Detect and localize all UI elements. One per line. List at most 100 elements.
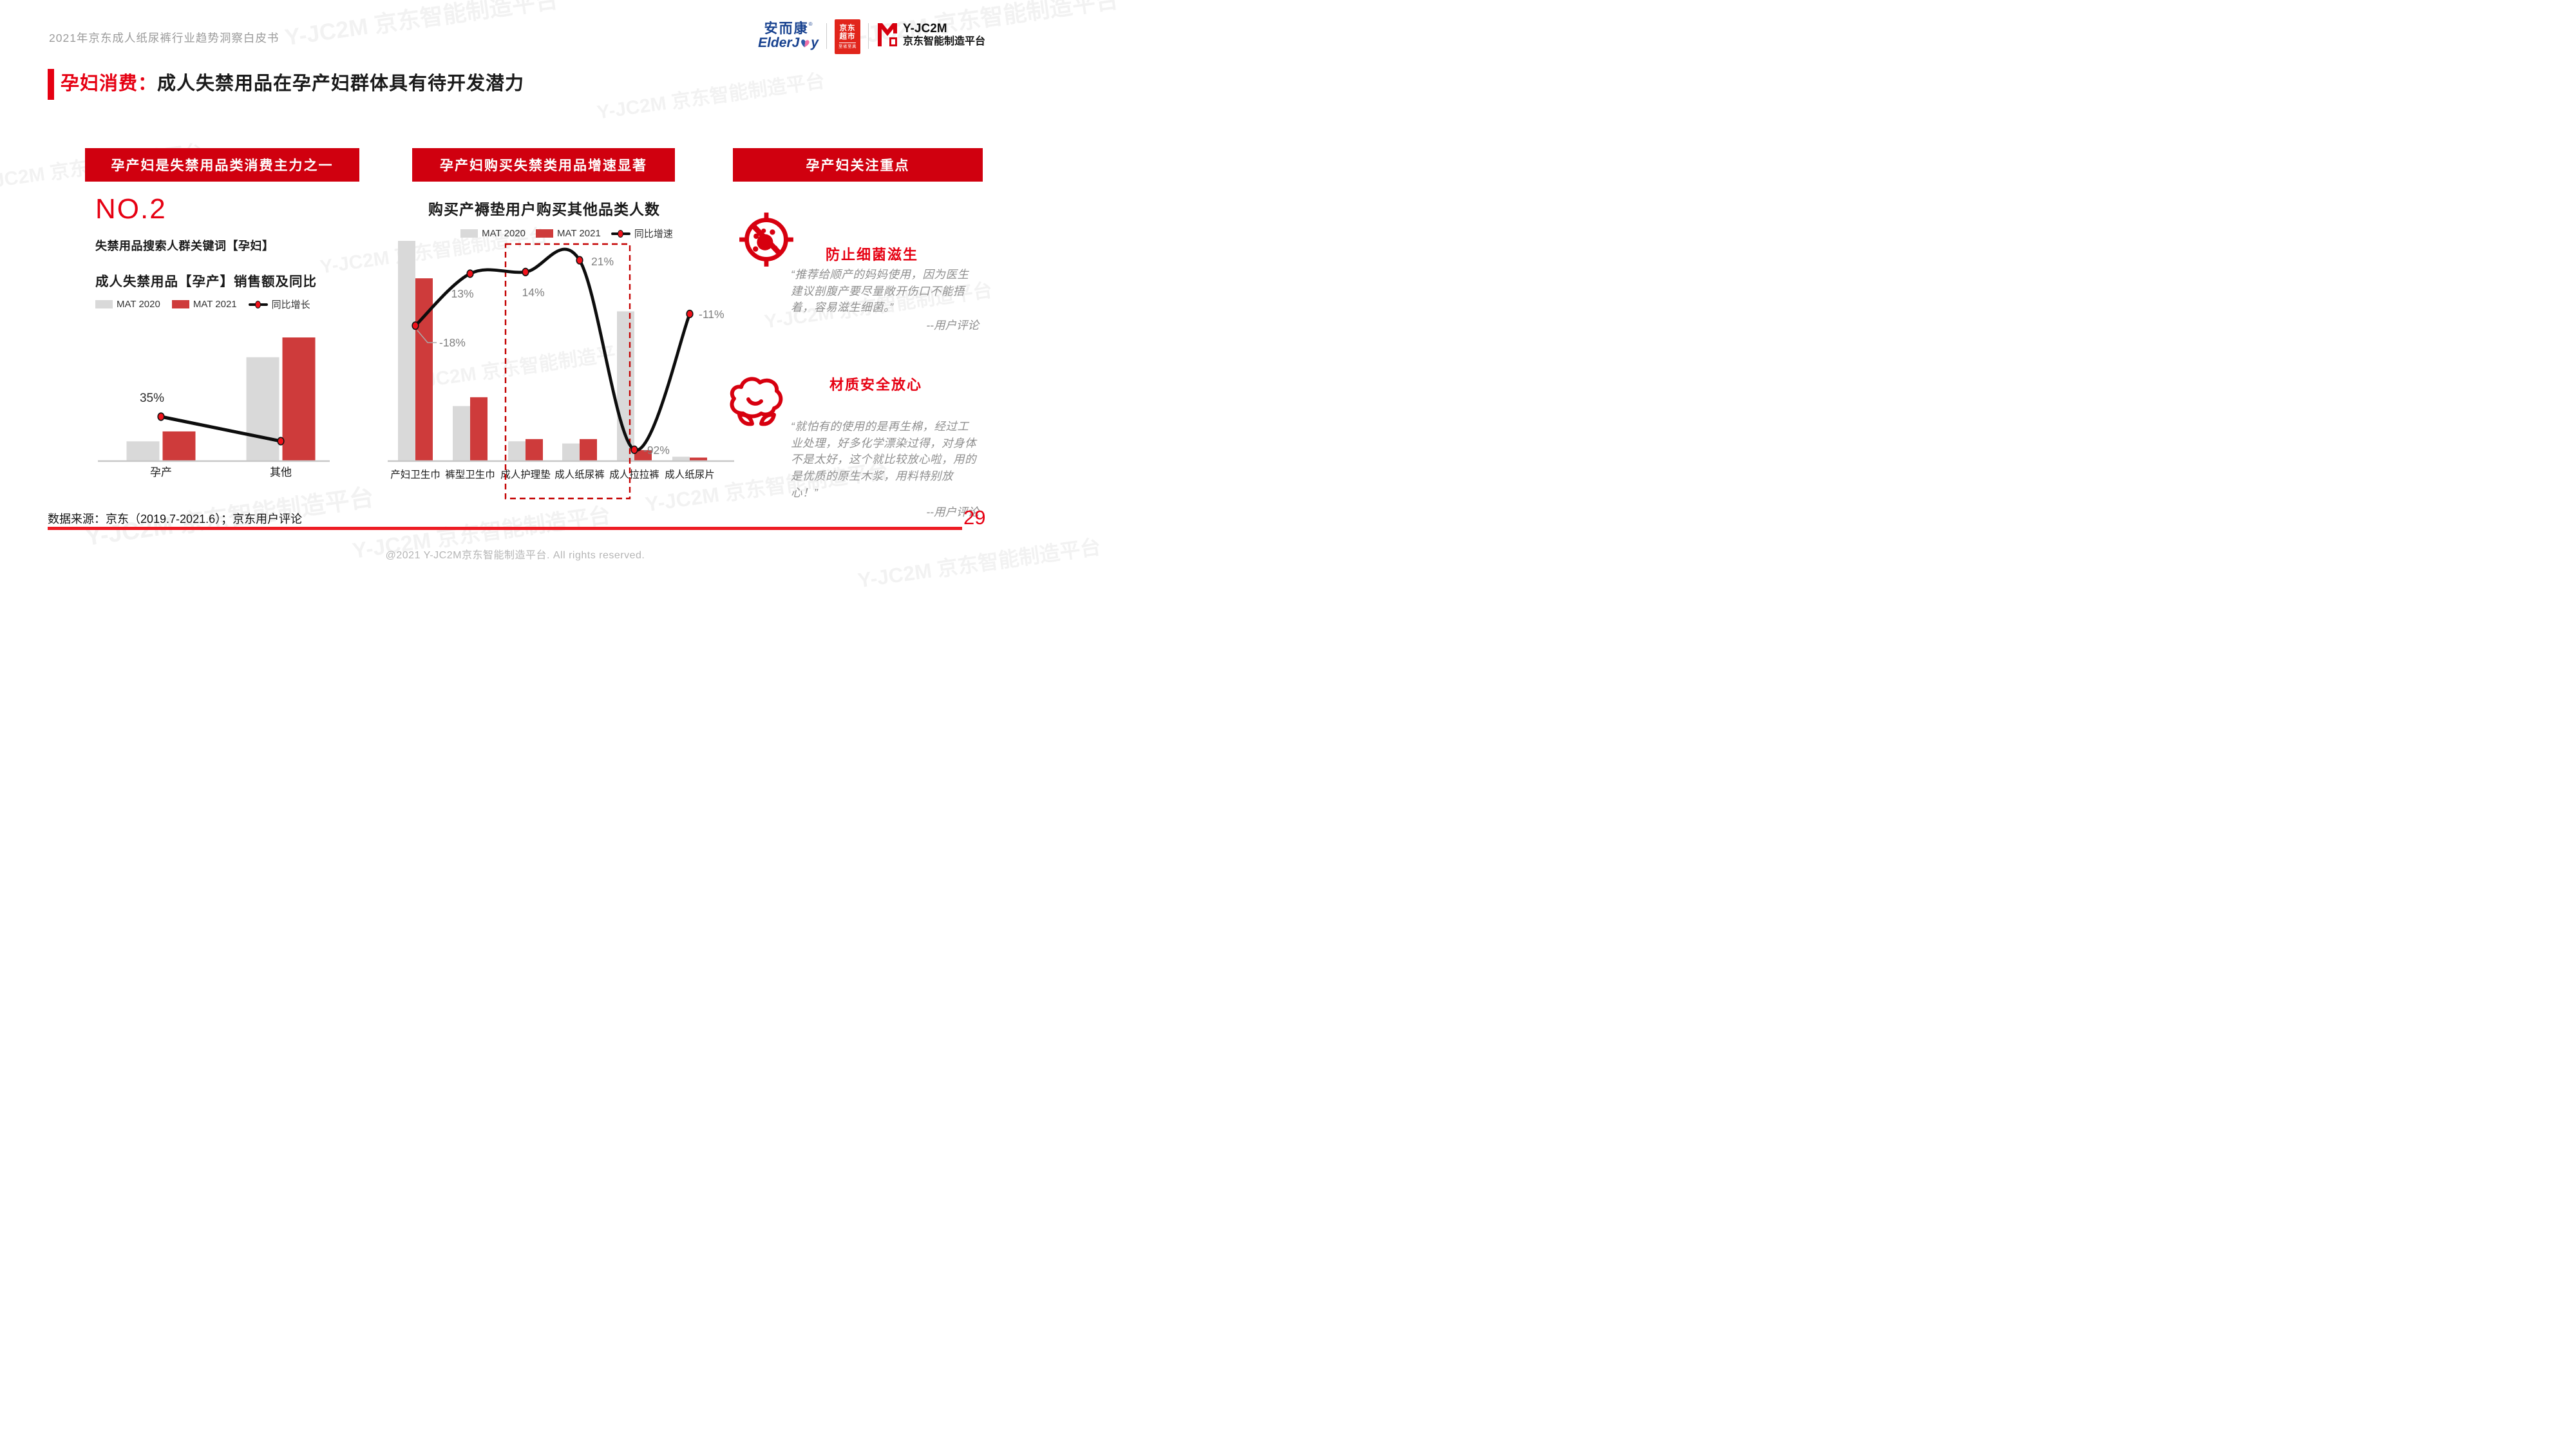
banner-left: 孕产妇是失禁用品类消费主力之一 <box>85 148 359 182</box>
legend-item-mat2020: MAT 2020 <box>95 299 160 310</box>
heart-icon <box>801 39 810 48</box>
bar-mat2020 <box>508 441 526 461</box>
bar-mat2021 <box>470 397 488 461</box>
bar-mat2020 <box>453 406 470 461</box>
line-marker-icon <box>248 300 268 309</box>
red-swatch-icon <box>535 229 553 238</box>
watermark: Y-JC2M 京东智能制造平台 <box>283 0 560 51</box>
gray-swatch-icon <box>460 229 478 238</box>
jd-supermarket-line2: 超市 <box>839 32 856 41</box>
bar-mat2020 <box>126 441 160 461</box>
banner-middle: 孕产妇购买失禁类用品增速显著 <box>412 148 675 182</box>
point1-quote: “推荐给顺产的妈妈使用，因为医生建议剖腹产要尽量敞开伤口不能捂着，容易滋生细菌。… <box>791 268 969 314</box>
logo-divider <box>867 23 869 49</box>
legend-item-mat2020: MAT 2020 <box>460 228 526 239</box>
line-point <box>466 269 474 278</box>
left-bar-line-chart: 孕产 其他 35% <box>98 337 330 478</box>
no-bacteria-icon <box>739 213 793 267</box>
bar-mat2021 <box>162 431 196 461</box>
gray-swatch-icon <box>95 300 113 308</box>
line-value-label: 35% <box>140 392 164 405</box>
red-divider-line <box>48 527 962 530</box>
logo-divider <box>826 23 827 49</box>
jd-supermarket-logo: 京东 超市 至省至真 <box>834 19 860 54</box>
elderjoy-logo: 安而康® ElderJ y <box>758 21 819 51</box>
elderjoy-cn-label: 安而康 <box>764 21 809 36</box>
document-title: 2021年京东成人纸尿裤行业趋势洞察白皮书 <box>49 32 279 44</box>
point2-quote: “就怕有的使用的是再生棉，经过工业处理，好多化学漂染过得，对身体不是太好，这个就… <box>791 420 976 499</box>
line-value-label: 21% <box>591 255 614 268</box>
bar-mat2020 <box>672 457 690 461</box>
line-point <box>277 437 285 446</box>
watermark: Y-JC2M 京东智能制造平台 <box>595 70 826 124</box>
yjc2m-name: Y-JC2M <box>902 22 947 35</box>
x-axis-label: 成人纸尿片 <box>665 469 715 480</box>
footer-copyright: @2021 Y-JC2M京东智能制造平台. All rights reserve… <box>385 550 645 561</box>
x-axis-label: 成人拉拉裤 <box>609 469 659 480</box>
middle-bar-line-chart: 产妇卫生巾 裤型卫生巾 成人护理垫 成人纸尿裤 成人拉拉裤 成人纸尿片 -18% 13% 14%… <box>388 241 734 500</box>
jd-supermarket-line1: 京东 <box>839 24 856 32</box>
jd-supermarket-slogan: 至省至真 <box>838 44 857 49</box>
page-number: 29 <box>963 506 986 529</box>
logo-row: 安而康® ElderJ y 京东 超市 至省至真 Y-JC2M 京东智能制造平台 <box>758 19 985 54</box>
x-axis-label: 成人纸尿裤 <box>554 469 605 480</box>
line-marker-icon <box>611 229 630 238</box>
line-point <box>630 445 638 454</box>
page-title-label: 孕妇消费： <box>61 73 158 94</box>
x-axis-label: 产妇卫生巾 <box>390 469 440 480</box>
x-axis-label: 裤型卫生巾 <box>445 469 495 480</box>
left-chart-legend: MAT 2020 MAT 2021 同比增长 <box>95 298 310 311</box>
legend-item-mat2021: MAT 2021 <box>171 299 237 310</box>
x-axis-label: 其他 <box>270 466 292 478</box>
yjc2m-logo: Y-JC2M 京东智能制造平台 <box>876 22 985 48</box>
legend-item-growth: 同比增长 <box>248 298 310 311</box>
bar-mat2020 <box>246 357 279 461</box>
elderjoy-en-label: ElderJ y <box>758 35 819 51</box>
bar-mat2021 <box>282 337 316 461</box>
x-axis-label: 成人护理垫 <box>500 469 551 480</box>
registered-mark: ® <box>808 21 813 27</box>
yjc2m-subtitle: 京东智能制造平台 <box>902 35 985 47</box>
page-title: 孕妇消费：成人失禁用品在孕产妇群体具有待开发潜力 <box>61 68 524 95</box>
banner-right: 孕产妇关注重点 <box>733 148 983 182</box>
point2-heading: 材质安全放心 <box>829 377 923 393</box>
cotton-icon <box>730 377 783 426</box>
line-point <box>157 412 165 421</box>
line-value-label: -11% <box>699 308 724 321</box>
bar-mat2021 <box>526 439 543 461</box>
bar-mat2021 <box>634 450 652 461</box>
legend-item-growth: 同比增速 <box>611 227 673 240</box>
left-chart-title: 成人失禁用品【孕产】销售额及同比 <box>95 274 317 289</box>
middle-chart-legend: MAT 2020 MAT 2021 同比增速 <box>399 227 734 240</box>
rank-caption: 失禁用品搜索人群关键词【孕妇】 <box>95 240 274 252</box>
point1-heading: 防止细菌滋生 <box>826 247 919 263</box>
point2-quote-source: --用户评论 <box>926 506 979 518</box>
label-leader-line <box>417 330 437 343</box>
red-swatch-icon <box>171 300 189 308</box>
rank-number: NO.2 <box>95 193 167 225</box>
legend-item-mat2021: MAT 2021 <box>535 228 601 239</box>
x-axis-label: 孕产 <box>150 466 172 478</box>
bar-mat2021 <box>580 439 597 461</box>
line-point <box>576 256 583 265</box>
yjc2m-m-icon <box>877 23 897 47</box>
line-value-label: 14% <box>522 286 544 299</box>
line-point <box>412 321 419 330</box>
growth-line <box>159 415 283 443</box>
title-accent-bar <box>48 69 54 100</box>
watermark: Y-JC2M 京东智能制造平台 <box>856 535 1103 592</box>
bar-mat2021 <box>415 278 433 461</box>
line-value-label: -92% <box>643 444 670 457</box>
highlight-dashed-box <box>504 243 631 500</box>
bar-mat2020 <box>562 443 580 461</box>
bar-mat2021 <box>690 457 707 461</box>
line-value-label: -18% <box>439 336 466 349</box>
data-source-note: 数据来源：京东（2019.7-2021.6）；京东用户评论 <box>48 513 303 526</box>
page-title-text: 成人失禁用品在孕产妇群体具有待开发潜力 <box>157 73 525 94</box>
point1-quote-source: --用户评论 <box>926 319 979 332</box>
middle-chart-title: 购买产褥垫用户购买其他品类人数 <box>428 201 660 218</box>
bar-mat2020 <box>398 241 415 461</box>
line-point <box>522 267 529 276</box>
line-value-label: 13% <box>451 287 473 300</box>
line-point <box>686 309 694 319</box>
